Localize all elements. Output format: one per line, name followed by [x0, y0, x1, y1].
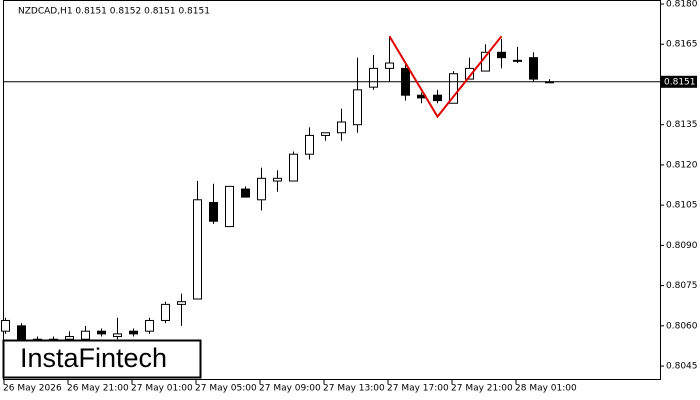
candle-body [337, 121, 346, 134]
watermark-box [2, 339, 202, 379]
y-tick-label: 0.8165 [666, 40, 698, 50]
x-tick-label: 27 May 09:00 [259, 384, 321, 394]
candle-body [225, 185, 234, 228]
x-tick-label: 26 May 21:00 [67, 384, 129, 394]
candle-body [497, 51, 506, 59]
candle-body [1, 319, 10, 332]
y-tick-label: 0.8180 [666, 0, 698, 10]
price-label-box [661, 75, 697, 88]
candle-body [113, 333, 122, 338]
candle-body [17, 325, 26, 340]
candle-body [177, 301, 186, 305]
candle-body [385, 62, 394, 69]
candle-body [289, 153, 298, 182]
x-tick-label: 27 May 13:00 [323, 384, 385, 394]
candle-body [81, 330, 90, 340]
y-tick-label: 0.8075 [666, 281, 698, 291]
candle-body [305, 134, 314, 155]
candle-body [353, 89, 362, 126]
x-tick-label: 26 May 2026 [3, 384, 62, 394]
candle-body [513, 59, 522, 62]
x-tick-label: 27 May 21:00 [451, 384, 513, 394]
candle-body [129, 330, 138, 335]
candle-body [97, 330, 106, 335]
candle-body [273, 177, 282, 182]
candle-body [209, 201, 218, 222]
candle-body [369, 67, 378, 88]
candle-body [241, 188, 250, 198]
price-label: 0.8151 [664, 77, 696, 87]
x-tick-label: 28 May 01:00 [515, 384, 577, 394]
candle-body [465, 67, 474, 80]
y-tick-label: 0.8045 [666, 362, 698, 372]
candle-body [145, 319, 154, 332]
candle-body [193, 199, 202, 300]
candle-body [321, 132, 330, 136]
x-tick-label: 27 May 05:00 [195, 384, 257, 394]
y-tick-label: 0.8105 [666, 201, 698, 211]
candle-body [529, 57, 538, 80]
candle-body [161, 303, 170, 321]
y-tick-label: 0.8060 [666, 321, 698, 331]
x-tick-label: 27 May 17:00 [387, 384, 449, 394]
pattern-line [388, 35, 503, 119]
candle-body [65, 336, 74, 340]
candle-body [257, 177, 266, 201]
y-tick-label: 0.8090 [666, 241, 698, 251]
x-tick-label: 27 May 01:00 [131, 384, 193, 394]
y-tick-label: 0.8120 [666, 160, 698, 170]
y-tick-label: 0.8135 [666, 120, 698, 130]
watermark: InstaFintech [20, 343, 167, 373]
candle-body [449, 73, 458, 104]
plot-frame [3, 0, 661, 380]
chart-title: NZDCAD,H1 0.8151 0.8152 0.8151 0.8151 [18, 7, 210, 17]
candle-body [433, 94, 442, 102]
